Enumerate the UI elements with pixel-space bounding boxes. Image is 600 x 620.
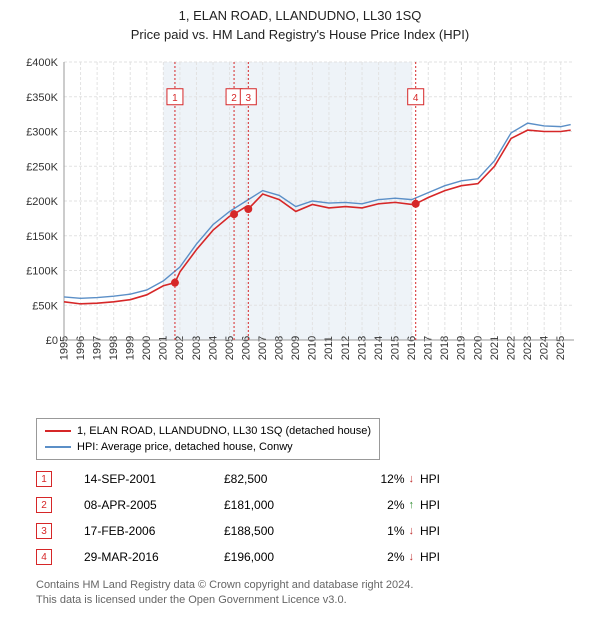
svg-text:2017: 2017 (423, 336, 435, 360)
sale-number-box: 4 (36, 549, 52, 565)
sale-diff: 12% ↓ (334, 472, 414, 486)
svg-text:2009: 2009 (290, 336, 302, 360)
svg-text:£250K: £250K (26, 161, 58, 173)
svg-text:£350K: £350K (26, 92, 58, 104)
chart-container: 1, ELAN ROAD, LLANDUDNO, LL30 1SQ Price … (0, 0, 600, 620)
legend-item: 1, ELAN ROAD, LLANDUDNO, LL30 1SQ (detac… (45, 423, 371, 439)
svg-text:2000: 2000 (141, 336, 153, 360)
legend-swatch (45, 430, 71, 432)
legend: 1, ELAN ROAD, LLANDUDNO, LL30 1SQ (detac… (36, 418, 380, 460)
sale-date: 29-MAR-2016 (84, 550, 224, 564)
sale-diff: 2% ↑ (334, 498, 414, 512)
sale-date: 14-SEP-2001 (84, 472, 224, 486)
svg-text:1996: 1996 (75, 336, 87, 360)
sale-diff: 2% ↓ (334, 550, 414, 564)
sale-date: 08-APR-2005 (84, 498, 224, 512)
svg-text:2024: 2024 (538, 336, 550, 360)
title-address: 1, ELAN ROAD, LLANDUDNO, LL30 1SQ (0, 0, 600, 23)
svg-text:£0: £0 (46, 335, 58, 347)
svg-text:£50K: £50K (32, 300, 58, 312)
svg-text:£200K: £200K (26, 196, 58, 208)
sale-number-box: 2 (36, 497, 52, 513)
svg-text:2012: 2012 (340, 336, 352, 360)
table-row: 1 14-SEP-2001£82,50012% ↓HPI (36, 466, 454, 492)
svg-text:2002: 2002 (174, 336, 186, 360)
svg-text:2001: 2001 (158, 336, 170, 360)
svg-text:3: 3 (246, 93, 252, 104)
table-row: 4 29-MAR-2016£196,0002% ↓HPI (36, 544, 454, 570)
svg-text:1999: 1999 (125, 336, 137, 360)
svg-text:2021: 2021 (489, 336, 501, 360)
svg-text:2007: 2007 (257, 336, 269, 360)
svg-text:2025: 2025 (555, 336, 567, 360)
legend-label: 1, ELAN ROAD, LLANDUDNO, LL30 1SQ (detac… (77, 425, 371, 437)
sale-number-box: 3 (36, 523, 52, 539)
svg-text:2010: 2010 (307, 336, 319, 360)
svg-text:£150K: £150K (26, 231, 58, 243)
svg-text:4: 4 (413, 93, 419, 104)
sale-price: £181,000 (224, 498, 334, 512)
svg-text:£400K: £400K (26, 57, 58, 69)
svg-text:2018: 2018 (439, 336, 451, 360)
sale-hpi-label: HPI (414, 550, 454, 564)
sale-price: £196,000 (224, 550, 334, 564)
svg-text:2004: 2004 (207, 336, 219, 360)
price-chart: £0 £50K £100K £150K £200K £250K £300K £350K £400… (18, 52, 582, 402)
legend-item: HPI: Average price, detached house, Conw… (45, 439, 371, 455)
svg-text:2013: 2013 (356, 336, 368, 360)
sale-hpi-label: HPI (414, 472, 454, 486)
sale-diff: 1% ↓ (334, 524, 414, 538)
sale-price: £188,500 (224, 524, 334, 538)
table-row: 3 17-FEB-2006£188,5001% ↓HPI (36, 518, 454, 544)
svg-text:2023: 2023 (522, 336, 534, 360)
svg-text:1998: 1998 (108, 336, 120, 360)
svg-text:2016: 2016 (406, 336, 418, 360)
title-subtitle: Price paid vs. HM Land Registry's House … (0, 23, 600, 42)
sale-number-box: 1 (36, 471, 52, 487)
svg-text:2020: 2020 (472, 336, 484, 360)
svg-text:£300K: £300K (26, 127, 58, 139)
svg-text:2003: 2003 (191, 336, 203, 360)
legend-label: HPI: Average price, detached house, Conw… (77, 441, 293, 453)
svg-text:£100K: £100K (26, 266, 58, 278)
sales-table: 114-SEP-2001£82,50012% ↓HPI208-APR-2005£… (36, 466, 454, 570)
svg-text:1: 1 (172, 93, 178, 104)
sale-price: £82,500 (224, 472, 334, 486)
sale-hpi-label: HPI (414, 524, 454, 538)
sale-date: 17-FEB-2006 (84, 524, 224, 538)
svg-text:2006: 2006 (240, 336, 252, 360)
table-row: 2 08-APR-2005£181,0002% ↑HPI (36, 492, 454, 518)
svg-text:2015: 2015 (389, 336, 401, 360)
svg-text:2014: 2014 (373, 336, 385, 360)
svg-text:1997: 1997 (91, 336, 103, 360)
svg-text:2: 2 (231, 93, 237, 104)
legend-swatch (45, 446, 71, 448)
sale-hpi-label: HPI (414, 498, 454, 512)
svg-text:2022: 2022 (505, 336, 517, 360)
footer-attribution: Contains HM Land Registry data © Crown c… (36, 578, 413, 608)
svg-text:2019: 2019 (456, 336, 468, 360)
footer-line: This data is licensed under the Open Gov… (36, 593, 413, 608)
svg-text:2008: 2008 (274, 336, 286, 360)
footer-line: Contains HM Land Registry data © Crown c… (36, 578, 413, 593)
